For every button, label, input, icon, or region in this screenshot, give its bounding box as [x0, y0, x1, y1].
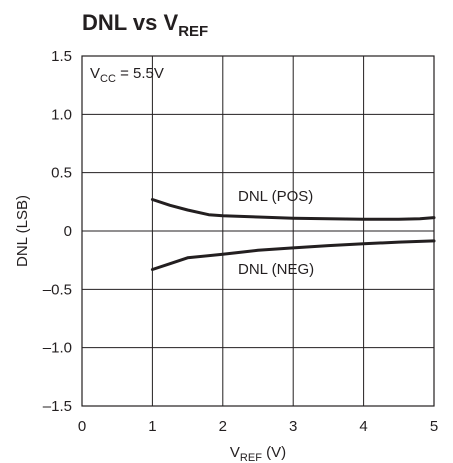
- x-tick-label: 1: [148, 418, 156, 435]
- y-axis-label: DNL (LSB): [14, 195, 31, 267]
- x-tick-label: 4: [359, 418, 367, 435]
- y-tick-label: 1.5: [51, 48, 72, 65]
- x-tick-labels: 0 1 2 3 4 5: [78, 418, 438, 435]
- y-tick-label: 1.0: [51, 106, 72, 123]
- y-tick-label: 0: [64, 223, 72, 240]
- grid: [82, 56, 434, 406]
- x-tick-label: 5: [430, 418, 438, 435]
- y-tick-label: –0.5: [43, 281, 72, 298]
- plot-frame: [81, 55, 435, 407]
- y-tick-labels: 1.5 1.0 0.5 0 –0.5 –1.0 –1.5: [43, 48, 72, 415]
- x-tick-label: 3: [289, 418, 297, 435]
- x-axis-label: VREF (V): [230, 444, 286, 463]
- x-tick-label: 2: [219, 418, 227, 435]
- series-line-dnl-neg: [150, 239, 436, 271]
- condition-label: VCC = 5.5V: [90, 65, 164, 85]
- y-tick-label: –1.0: [43, 340, 72, 357]
- chart-title: DNL vs VREF: [82, 10, 208, 40]
- series-line-dnl-pos: [150, 198, 436, 221]
- series-label-dnl-pos: DNL (POS): [238, 188, 313, 205]
- y-tick-label: 0.5: [51, 165, 72, 182]
- series-label-dnl-neg: DNL (NEG): [238, 261, 314, 278]
- series-lines: [150, 198, 436, 271]
- y-tick-label: –1.5: [43, 398, 72, 415]
- x-tick-label: 0: [78, 418, 86, 435]
